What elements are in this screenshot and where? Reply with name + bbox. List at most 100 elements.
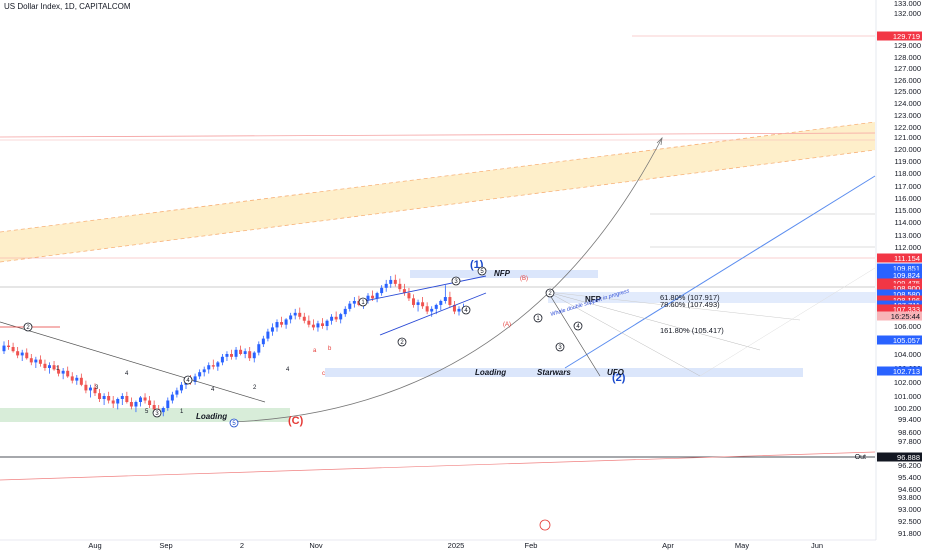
count-4-top-ring bbox=[461, 305, 471, 315]
candle-body bbox=[307, 320, 311, 325]
candle-body bbox=[261, 338, 265, 345]
candle-body bbox=[280, 322, 284, 325]
price-tag-label: 111.154 bbox=[894, 254, 920, 263]
loading-bottom-label: Loading bbox=[196, 412, 227, 421]
price-tag-label: 129.719 bbox=[893, 32, 920, 41]
candle-body bbox=[225, 354, 229, 357]
candle-body bbox=[389, 279, 393, 284]
y-tick-label: 104.000 bbox=[894, 350, 921, 359]
candle-body bbox=[216, 362, 220, 367]
candle-body bbox=[425, 306, 429, 312]
x-tick-label: Nov bbox=[309, 541, 323, 550]
y-tick-label: 114.000 bbox=[894, 218, 921, 227]
fibonacci-channel-band bbox=[0, 122, 875, 262]
fan-line-1 bbox=[547, 291, 701, 377]
candle-body bbox=[393, 279, 397, 284]
candle-body bbox=[334, 316, 338, 320]
count-5-small: 5 bbox=[145, 409, 149, 415]
candle-body bbox=[343, 308, 347, 315]
price-tag-bg bbox=[877, 304, 922, 314]
candle-body bbox=[43, 363, 47, 368]
candle-body bbox=[88, 387, 92, 391]
candle-body bbox=[298, 312, 302, 317]
small-c-label: c bbox=[322, 371, 325, 377]
y-tick-label: 119.000 bbox=[894, 157, 921, 166]
candle-body bbox=[330, 316, 334, 321]
fib-786-label: 78.60% (107.493) bbox=[660, 300, 720, 309]
fib-band-bottom-line bbox=[0, 149, 876, 263]
candle-body bbox=[202, 369, 206, 373]
candle-body bbox=[161, 408, 165, 413]
candle-body bbox=[220, 356, 224, 363]
count-4-small: 4 bbox=[125, 371, 129, 377]
count-5-left-ring bbox=[229, 418, 239, 428]
count-1-right-ring bbox=[533, 313, 543, 323]
loading-mid-label: Loading bbox=[475, 368, 506, 377]
candle-body bbox=[352, 300, 356, 304]
candle-body bbox=[2, 345, 6, 352]
bottom-red-marker bbox=[539, 519, 551, 531]
y-tick-label: 96.200 bbox=[898, 461, 921, 470]
count-1-top-ring bbox=[358, 297, 368, 307]
candle-body bbox=[20, 352, 24, 356]
y-tick-label: 101.000 bbox=[894, 392, 921, 401]
price-tag-label: 108.900 bbox=[893, 284, 920, 293]
price-tag-label: 109.851 bbox=[893, 264, 920, 273]
candle-body bbox=[7, 345, 11, 347]
y-tick-label: 128.000 bbox=[894, 53, 921, 62]
candle-body bbox=[98, 393, 102, 399]
fib-618-label: 61.80% (107.917) bbox=[660, 293, 720, 302]
price-tag-label: 16:25:44 bbox=[891, 312, 920, 321]
y-tick-label: 94.600 bbox=[898, 485, 921, 494]
y-tick-label: 129.000 bbox=[894, 41, 921, 50]
count-3-left-ring bbox=[152, 408, 162, 418]
candle-body bbox=[61, 370, 65, 374]
count-4-right: 4 bbox=[576, 324, 580, 330]
price-tag-bg bbox=[877, 452, 922, 462]
count-1-small: 1 bbox=[56, 366, 60, 372]
y-tick-label: 92.500 bbox=[898, 517, 921, 526]
candle-body bbox=[198, 372, 202, 377]
wave-b-label: (B) bbox=[520, 276, 528, 282]
candle-body bbox=[152, 405, 156, 410]
projection-arc bbox=[231, 137, 663, 423]
downtrend-line bbox=[0, 321, 266, 403]
y-tick-label: 132.000 bbox=[894, 9, 921, 18]
y-tick-label: 118.000 bbox=[894, 169, 921, 178]
candle-body bbox=[416, 302, 420, 305]
x-tick-label: May bbox=[735, 541, 749, 550]
candle-body bbox=[252, 352, 256, 359]
x-tick-label: 2 bbox=[240, 541, 244, 550]
price-tag-bg bbox=[877, 335, 922, 345]
y-tick-label: 126.000 bbox=[894, 76, 921, 85]
count-4-left: 4 bbox=[186, 378, 190, 384]
y-tick-label: 121.000 bbox=[894, 133, 921, 142]
y-tick-label: 100.200 bbox=[894, 404, 921, 413]
count-2-ring bbox=[397, 337, 407, 347]
count-1-top: 1 bbox=[361, 300, 365, 306]
price-tag-bg bbox=[877, 270, 922, 280]
y-tick-label: 106.000 bbox=[894, 322, 921, 331]
candle-body bbox=[116, 399, 120, 404]
candle-body bbox=[311, 324, 315, 328]
chart-title: US Dollar Index, 1D, CAPITALCOM bbox=[4, 2, 131, 11]
y-tick-label: 124.000 bbox=[894, 99, 921, 108]
candle-body bbox=[293, 312, 297, 316]
y-tick-label: 93.000 bbox=[898, 505, 921, 514]
candle-body bbox=[289, 315, 293, 320]
count-5-top: 5 bbox=[480, 269, 484, 275]
y-tick-label: 99.400 bbox=[898, 415, 921, 424]
candle-body bbox=[430, 308, 434, 312]
count-2-right: 2 bbox=[548, 291, 552, 297]
price-tag-bg bbox=[877, 263, 922, 273]
candle-body bbox=[230, 354, 233, 357]
count-3-right-ring bbox=[555, 342, 565, 352]
fan-line-2 bbox=[547, 291, 761, 351]
count-4-small-c: 4 bbox=[286, 367, 290, 373]
x-tick-label: Apr bbox=[662, 541, 674, 550]
count-2-right-ring bbox=[545, 288, 555, 298]
y-tick-label: 113.000 bbox=[894, 231, 921, 240]
lower-red-trendline bbox=[0, 451, 876, 481]
y-tick-label: 122.000 bbox=[894, 123, 921, 132]
